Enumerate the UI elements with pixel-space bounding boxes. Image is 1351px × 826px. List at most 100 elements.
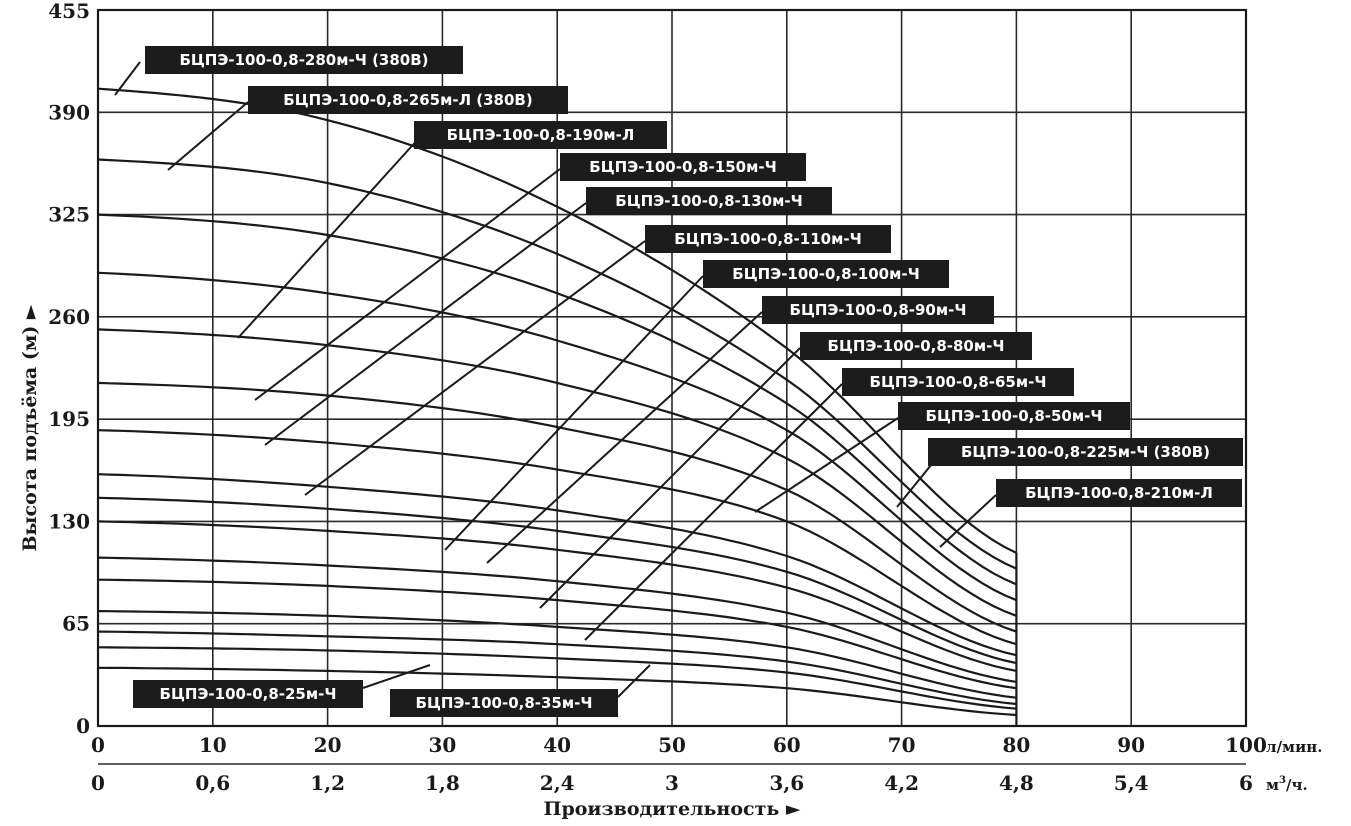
- label-leader: [444, 275, 704, 551]
- x-tick-label-secondary: 0: [91, 771, 105, 795]
- label-leader: [254, 168, 561, 401]
- curve-label-box: [560, 153, 806, 181]
- x-tick-label-secondary: 2,4: [540, 771, 575, 795]
- label-leader: [617, 664, 651, 698]
- x-tick-label-secondary: 1,2: [310, 771, 345, 795]
- curve-label-box: [762, 296, 994, 324]
- label-leader: [114, 61, 141, 96]
- y-tick-label: 260: [48, 305, 90, 329]
- label-leader: [167, 101, 249, 171]
- curve-series: [97, 520, 1017, 672]
- curve-series: [97, 578, 1017, 690]
- curve-label: БЦПЭ-100-0,8-280м-Ч (380В): [179, 51, 428, 69]
- curve-label-box: [414, 121, 667, 149]
- curve-label: БЦПЭ-100-0,8-25м-Ч: [160, 685, 337, 703]
- label-leader: [264, 202, 587, 446]
- curve-series: [97, 213, 1017, 586]
- curve-label: БЦПЭ-100-0,8-150м-Ч: [589, 158, 776, 176]
- x-tick-label-primary: 20: [314, 733, 342, 757]
- y-axis-ticks: 0 65 130 195 260 325 390 455: [48, 0, 90, 738]
- curve-label: БЦПЭ-100-0,8-80м-Ч: [828, 337, 1005, 355]
- curve-label: БЦПЭ-100-0,8-90м-Ч: [790, 301, 967, 319]
- curve-series: [97, 496, 1017, 665]
- x-tick-label-secondary: 4,8: [999, 771, 1034, 795]
- curve-label-box: [645, 225, 891, 253]
- y-tick-label: 0: [76, 714, 90, 738]
- plot-frame: [96, 8, 1248, 728]
- x-tick-label-primary: 50: [658, 733, 686, 757]
- curve-label-box: [133, 680, 363, 708]
- curve-series: [97, 666, 1017, 717]
- x-tick-label-secondary: 0,6: [195, 771, 230, 795]
- curve-label-box: [800, 332, 1032, 360]
- y-tick-label: 455: [48, 0, 90, 23]
- curve-label-box: [898, 402, 1130, 430]
- x-tick-label-primary: 80: [1002, 733, 1030, 757]
- curve-series: [97, 328, 1017, 617]
- curve-label: БЦПЭ-100-0,8-265м-Л (380В): [283, 91, 532, 109]
- label-leader: [584, 383, 843, 641]
- curve-label-box: [586, 187, 832, 215]
- performance-curves: [97, 87, 1018, 726]
- curve-label: БЦПЭ-100-0,8-210м-Л: [1025, 484, 1213, 502]
- curve-label: БЦПЭ-100-0,8-130м-Ч: [615, 192, 802, 210]
- x-unit-secondary: м3/ч.: [1266, 775, 1308, 794]
- curve-series: [97, 271, 1017, 602]
- label-leaders: [114, 61, 997, 698]
- curve-series: [97, 473, 1017, 657]
- x-tick-label-primary: 30: [428, 733, 456, 757]
- curve-series: [97, 630, 1017, 706]
- y-tick-label: 130: [48, 509, 90, 533]
- label-leader: [486, 311, 763, 564]
- curve-series: [97, 610, 1017, 699]
- curve-label-box: [928, 438, 1243, 466]
- curve-label: БЦПЭ-100-0,8-35м-Ч: [416, 694, 593, 712]
- curve-label: БЦПЭ-100-0,8-110м-Ч: [674, 230, 861, 248]
- curve-series: [97, 381, 1017, 633]
- curve-label: БЦПЭ-100-0,8-225м-Ч (380В): [961, 443, 1210, 461]
- label-leader: [362, 664, 431, 689]
- x-tick-label-secondary: 6: [1239, 771, 1253, 795]
- curve-series: [97, 158, 1017, 570]
- x-tick-label-primary: 70: [888, 733, 916, 757]
- y-tick-label: 325: [48, 203, 90, 227]
- curve-label-box: [248, 86, 568, 114]
- curve-label: БЦПЭ-100-0,8-190м-Л: [447, 126, 635, 144]
- x-tick-label-primary: 100: [1225, 733, 1267, 757]
- curve-series: [97, 429, 1017, 646]
- label-leader: [539, 347, 801, 609]
- curve-label: БЦПЭ-100-0,8-50м-Ч: [926, 407, 1103, 425]
- x-tick-label-primary: 60: [773, 733, 801, 757]
- curve-series: [97, 556, 1017, 683]
- label-leader: [304, 240, 646, 496]
- x-tick-label-primary: 90: [1117, 733, 1145, 757]
- curve-label-box: [996, 479, 1242, 507]
- x-tick-label-secondary: 1,8: [425, 771, 460, 795]
- x-tick-label-secondary: 3: [665, 771, 679, 795]
- label-leader: [237, 136, 421, 339]
- curve-label-box: [145, 46, 463, 74]
- x-tick-label-secondary: 3,6: [769, 771, 804, 795]
- x-axis-title: Производительность ►: [544, 798, 801, 820]
- label-leader: [939, 494, 997, 548]
- y-axis-title: Высота подъёма (м) ►: [19, 304, 41, 551]
- label-leader: [754, 417, 899, 513]
- curve-label: БЦПЭ-100-0,8-100м-Ч: [732, 265, 919, 283]
- y-tick-label: 195: [48, 407, 90, 431]
- x-tick-label-secondary: 5,4: [1114, 771, 1149, 795]
- curve-series: [97, 646, 1017, 710]
- x-axis-ticks: 0 0 10 0,6 20 1,2 30 1,8 40 2,4 50 3 60 3,6 70 4,2 80 4,8…: [91, 733, 1267, 795]
- curve-labels: БЦПЭ-100-0,8-280м-Ч (380В) БЦПЭ-100-0,8-2…: [133, 46, 1243, 717]
- y-tick-label: 65: [62, 612, 90, 636]
- y-tick-label: 390: [48, 100, 90, 124]
- curve-label-box: [842, 368, 1074, 396]
- curve-label: БЦПЭ-100-0,8-65м-Ч: [870, 373, 1047, 391]
- x-unit-primary: л/мин.: [1266, 738, 1322, 756]
- x-tick-label-primary: 10: [199, 733, 227, 757]
- curve-label-box: [390, 689, 618, 717]
- x-tick-label-secondary: 4,2: [884, 771, 919, 795]
- curve-label-box: [703, 260, 949, 288]
- x-tick-label-primary: 40: [543, 733, 571, 757]
- x-tick-label-primary: 0: [91, 733, 105, 757]
